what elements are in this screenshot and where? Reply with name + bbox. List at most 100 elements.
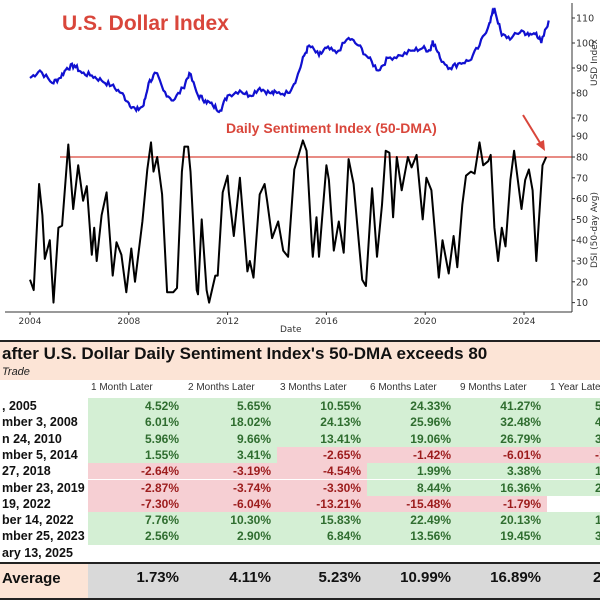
column-header: 2 Months Later <box>188 382 255 393</box>
usd-y-tick-label: 110 <box>576 14 594 25</box>
summary-cell <box>547 592 600 600</box>
return-cell: -2.65% <box>277 446 367 464</box>
summary-cell: 24 <box>547 564 600 592</box>
table-row: ary 13, 2025 <box>0 545 600 561</box>
row-date: 27, 2018 <box>2 464 51 479</box>
summary-cell: 5.23% <box>277 564 367 592</box>
x-tick-label: 2016 <box>315 317 338 327</box>
return-cell <box>277 545 367 561</box>
return-cell: -6.01% <box>457 446 547 464</box>
table-row: , 2005 4.52% 5.65% 10.55% 24.33% 41.27% 5 <box>0 398 600 415</box>
x-tick-label: 2024 <box>513 317 536 327</box>
return-cell: 3.41% <box>185 446 277 464</box>
table-row: n 24, 2010 5.96% 9.66% 13.41% 19.06% 26.79% 3 <box>0 430 600 447</box>
table-subtitle: Trade <box>2 366 30 378</box>
return-cell: -15.48% <box>367 495 457 513</box>
dsi-y-tick-label: 60 <box>576 194 588 205</box>
return-cell: -1.79% <box>457 495 547 513</box>
dsi-y-axis-label: DSI (50-day Avg) <box>590 192 600 268</box>
divider <box>0 598 600 600</box>
row-date: mber 23, 2019 <box>2 480 85 495</box>
return-cell: -2.64% <box>88 463 185 480</box>
column-header: 1 Year Late <box>550 382 600 393</box>
column-header: 9 Months Later <box>460 382 527 393</box>
return-cell: 22.49% <box>367 512 457 529</box>
chart-area: U.S. Dollar Index Daily Sentiment Index … <box>5 3 600 335</box>
x-tick-label: 2020 <box>414 317 437 327</box>
table-row: mber 23, 2019 -2.87% -3.74% -3.30% 8.44% 16.3… <box>0 479 600 496</box>
usd-y-axis-label: USD Index <box>590 38 600 86</box>
row-date: mber 3, 2008 <box>2 415 78 430</box>
return-cell: 10.30% <box>185 512 277 529</box>
returns-table: after U.S. Dollar Daily Sentiment Index'… <box>0 340 600 600</box>
usd-y-tick-label: 90 <box>576 64 588 75</box>
axes: 2004 2008 2012 2016 2020 2024 70 80 90 100 110 10 20… <box>5 3 594 327</box>
return-cell: -7.30% <box>88 495 185 513</box>
row-date: ary 13, 2025 <box>2 545 73 560</box>
column-header: 1 Month Later <box>91 382 153 393</box>
return-cell <box>457 545 547 561</box>
return-cell: 4.52% <box>88 398 185 415</box>
return-cell: 25.96% <box>367 414 457 431</box>
return-cell: 41.27% <box>457 398 547 415</box>
return-cell <box>185 545 277 561</box>
return-cell <box>547 496 600 512</box>
return-cell: -6.04% <box>185 495 277 513</box>
return-cell: 6.01% <box>88 414 185 431</box>
return-cell <box>367 545 457 561</box>
row-date: , 2005 <box>2 399 37 413</box>
summary-label-cell: Average <box>0 564 88 592</box>
dsi-y-tick-label: 80 <box>576 153 588 164</box>
return-cell <box>547 545 600 561</box>
arrow-head-icon <box>536 140 545 151</box>
dsi-y-tick-label: 10 <box>576 298 588 309</box>
return-cell: -1 <box>547 446 600 464</box>
column-header: 6 Months Later <box>370 382 437 393</box>
return-cell: 3 <box>547 528 600 545</box>
return-cell: 15.83% <box>277 512 367 529</box>
return-cell: 20.13% <box>457 512 547 529</box>
summary-label: Average <box>2 570 61 587</box>
return-cell: -1.42% <box>367 446 457 464</box>
x-tick-label: 2008 <box>117 317 140 327</box>
dsi-y-tick-label: 70 <box>576 173 588 184</box>
usd-chart-title: U.S. Dollar Index <box>62 12 229 35</box>
table-row: mber 5, 2014 1.55% 3.41% -2.65% -1.42% -6.01%… <box>0 446 600 464</box>
return-cell: 8.44% <box>367 479 457 496</box>
usd-series <box>29 7 550 114</box>
table-row: 19, 2022 -7.30% -6.04% -13.21% -15.48% -1.79% <box>0 495 600 513</box>
return-cell: 9.66% <box>185 430 277 447</box>
dsi-y-tick-label: 30 <box>576 257 588 268</box>
usd-y-tick-label: 70 <box>576 114 588 125</box>
dsi-y-tick-label: 90 <box>576 132 588 143</box>
table-row: 27, 2018 -2.64% -3.19% -4.54% 1.99% 3.38% 1 <box>0 463 600 480</box>
dsi-y-tick-label: 50 <box>576 215 588 226</box>
return-cell: 6.84% <box>277 528 367 545</box>
return-cell <box>88 545 185 561</box>
table-title: after U.S. Dollar Daily Sentiment Index'… <box>2 344 488 363</box>
return-cell: 18.02% <box>185 414 277 431</box>
dsi-y-tick-label: 40 <box>576 236 588 247</box>
return-cell: 3 <box>547 430 600 447</box>
return-cell: 7.76% <box>88 512 185 529</box>
dsi-series <box>29 139 572 304</box>
summary-cell: 4.11% <box>185 564 277 592</box>
x-axis-label: Date <box>280 325 302 335</box>
table-title-row: after U.S. Dollar Daily Sentiment Index'… <box>0 340 600 380</box>
usd-line <box>29 7 550 114</box>
divider <box>0 562 600 564</box>
row-date: ber 14, 2022 <box>2 513 74 528</box>
return-cell: 19.06% <box>367 430 457 447</box>
dsi-y-tick-label: 20 <box>576 277 588 288</box>
x-tick-label: 2012 <box>216 317 239 327</box>
table-row: ber 14, 2022 7.76% 10.30% 15.83% 22.49% 20.13… <box>0 512 600 529</box>
return-cell: 2.56% <box>88 528 185 545</box>
return-cell: 26.79% <box>457 430 547 447</box>
return-cell: 5 <box>547 398 600 415</box>
return-cell: -3.30% <box>277 479 367 496</box>
return-cell: -4.54% <box>277 463 367 480</box>
return-cell: 2.90% <box>185 528 277 545</box>
summary-cell: 1.73% <box>88 564 185 592</box>
return-cell: 16.36% <box>457 479 547 496</box>
row-date: n 24, 2010 <box>2 431 62 446</box>
